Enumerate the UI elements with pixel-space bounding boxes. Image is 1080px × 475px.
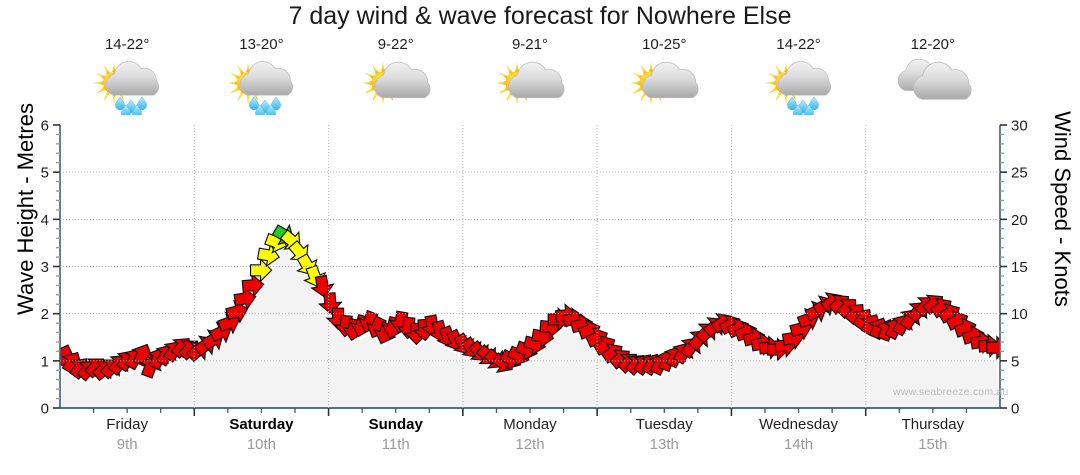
svg-text:1: 1 [41, 353, 49, 370]
svg-text:0: 0 [41, 401, 49, 418]
sun-cloud-icon [487, 57, 573, 115]
svg-text:10: 10 [1011, 306, 1028, 323]
x-axis-day-sunday: Sunday 11th [329, 415, 463, 471]
day-number: 12th [515, 436, 545, 453]
x-axis-day-labels: Friday 9th Saturday 10th Sunday 11th Monday 12t… [60, 415, 1000, 471]
temp-range: 12-20° [910, 36, 956, 53]
day-header-strip: 14-22° 13-20° 9-22° 9-21° 10-25° 14-22° 12-20° [60, 36, 1000, 124]
x-axis-day-tuesday: Tuesday 13th [597, 415, 731, 471]
day-header-friday: 14-22° [60, 36, 194, 124]
sun-cloud-icon [621, 57, 707, 115]
day-name: Thursday [901, 416, 965, 433]
temp-range: 9-22° [377, 36, 414, 53]
sun-cloud-icon [353, 57, 439, 115]
x-axis-day-thursday: Thursday 15th [866, 415, 1000, 471]
wind-arrow-marker [225, 299, 249, 324]
day-number: 9th [116, 436, 138, 453]
axis-layer: 0 1 2 3 4 5 6 0 5 10 15 20 25 30 [41, 118, 1028, 418]
day-number: 11th [381, 436, 410, 453]
wind-arrow-marker [241, 273, 265, 298]
svg-text:2: 2 [41, 306, 49, 323]
day-name: Tuesday [635, 416, 693, 433]
day-name: Wednesday [759, 416, 839, 433]
cloudy-icon [890, 57, 976, 115]
sun-cloud-rain-icon [218, 57, 304, 119]
day-name: Saturday [229, 416, 294, 433]
day-header-thursday: 12-20° [866, 36, 1000, 124]
temp-range: 14-22° [776, 36, 821, 53]
sun-cloud-rain-icon [756, 57, 842, 119]
day-number: 10th [246, 436, 277, 453]
day-number: 15th [918, 436, 948, 453]
svg-text:6: 6 [41, 118, 49, 135]
x-axis-day-saturday: Saturday 10th [194, 415, 328, 471]
x-axis-day-wednesday: Wednesday 14th [731, 415, 865, 471]
temp-range: 9-21° [511, 36, 548, 53]
day-header-wednesday: 14-22° [731, 36, 865, 124]
svg-text:30: 30 [1011, 118, 1028, 135]
svg-text:25: 25 [1011, 165, 1028, 182]
page-title: 7 day wind & wave forecast for Nowhere E… [288, 2, 792, 30]
x-axis-day-monday: Monday 12th [463, 415, 597, 471]
svg-text:15: 15 [1011, 259, 1028, 276]
x-axis-day-friday: Friday 9th [60, 415, 194, 471]
wind-arrow-marker [249, 257, 273, 283]
day-number: 14th [783, 436, 814, 453]
temp-range: 10-25° [642, 36, 687, 53]
day-header-monday: 9-21° [463, 36, 597, 124]
sun-cloud-rain-icon [84, 57, 170, 119]
svg-text:4: 4 [41, 212, 49, 229]
day-name: Monday [503, 416, 557, 433]
plot-area [60, 125, 1000, 408]
svg-text:20: 20 [1011, 212, 1028, 229]
temp-range: 13-20° [239, 36, 284, 53]
day-number: 13th [649, 436, 679, 453]
svg-text:3: 3 [41, 259, 49, 276]
day-header-tuesday: 10-25° [597, 36, 731, 124]
wind-arrow-marker [317, 292, 343, 315]
svg-text:5: 5 [1011, 353, 1019, 370]
watermark: www.seabreeze.com.au [893, 386, 1009, 398]
day-name: Sunday [368, 416, 423, 433]
chart-canvas [60, 223, 1000, 408]
temp-range: 14-22° [104, 36, 150, 53]
day-name: Friday [106, 416, 148, 433]
wind-arrow-marker [310, 274, 335, 298]
svg-text:0: 0 [1011, 401, 1019, 418]
wind-arrow-marker [986, 335, 1000, 361]
day-header-sunday: 9-22° [329, 36, 463, 124]
day-header-saturday: 13-20° [194, 36, 328, 124]
svg-text:5: 5 [41, 165, 49, 182]
